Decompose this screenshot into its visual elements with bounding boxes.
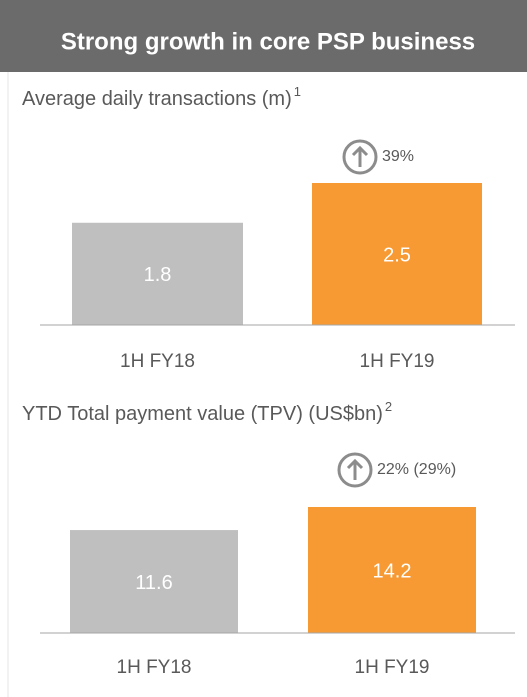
growth-annotation: 39% xyxy=(382,148,414,165)
category-label: 1H FY19 xyxy=(360,351,435,372)
chart-title: YTD Total payment value (TPV) (US$bn) 2 xyxy=(22,399,392,425)
bar xyxy=(312,183,482,325)
chart-title-text: Average daily transactions (m) xyxy=(22,88,292,110)
value-label: 11.6 xyxy=(135,572,172,594)
up-arrow xyxy=(351,145,369,167)
footnote-ref: 2 xyxy=(385,399,392,414)
header-bar xyxy=(0,0,527,72)
category-label: 1H FY18 xyxy=(117,657,192,678)
up-arrow-icon xyxy=(337,452,373,488)
header-title: Strong growth in core PSP business xyxy=(61,28,475,55)
value-label: 2.5 xyxy=(383,244,411,266)
category-label: 1H FY19 xyxy=(355,657,430,678)
up-arrow xyxy=(346,458,364,480)
growth-annotation: 22% (29%) xyxy=(377,461,456,478)
value-label: 14.2 xyxy=(373,560,412,582)
category-label: 1H FY18 xyxy=(120,351,195,372)
footnote-ref: 1 xyxy=(294,84,301,99)
value-label: 1.8 xyxy=(144,264,172,286)
up-arrow-icon xyxy=(342,139,378,175)
bar xyxy=(72,222,243,325)
bar xyxy=(308,507,476,633)
bar xyxy=(70,530,238,633)
chart-title-text: YTD Total payment value (TPV) (US$bn) xyxy=(22,403,383,425)
chart-title: Average daily transactions (m) 1 xyxy=(22,84,301,110)
